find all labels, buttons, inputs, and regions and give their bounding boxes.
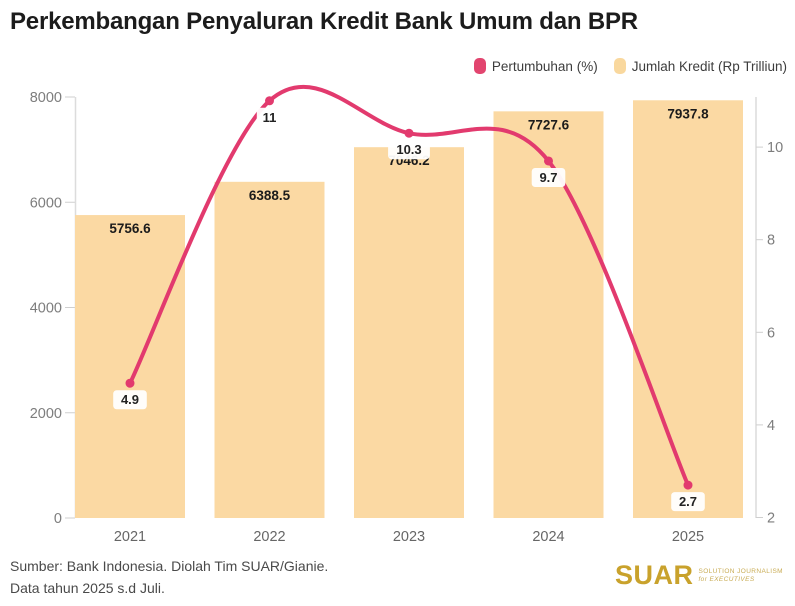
y-left-tick-label: 6000 — [30, 195, 62, 211]
point-marker-2021 — [125, 378, 135, 388]
bar-value-label: 6388.5 — [249, 188, 291, 203]
point-label-bg — [113, 390, 147, 410]
point-marker-2025 — [683, 480, 693, 490]
x-tick-label: 2023 — [393, 529, 425, 545]
legend-label-pertumbuhan: Pertumbuhan (%) — [491, 58, 598, 74]
chart-legend: Pertumbuhan (%) Jumlah Kredit (Rp Trilli… — [473, 58, 787, 74]
x-tick-label: 2024 — [532, 529, 564, 545]
point-marker-2023 — [404, 128, 414, 138]
legend-item-jumlah-kredit: Jumlah Kredit (Rp Trilliun) — [613, 58, 787, 74]
point-marker-2024 — [544, 156, 553, 166]
bar-value-label: 5756.6 — [109, 221, 151, 236]
point-label-bg — [256, 107, 283, 127]
bar-2025 — [633, 100, 743, 518]
point-label-bg — [388, 140, 430, 160]
bar-value-label: 7727.6 — [528, 117, 570, 132]
bar-2022 — [214, 181, 325, 519]
legend-item-pertumbuhan: Pertumbuhan (%) — [473, 58, 598, 74]
source-line-1: Sumber: Bank Indonesia. Diolah Tim SUAR/… — [10, 558, 329, 574]
y-right-tick-label: 8 — [767, 233, 775, 249]
suar-logo-tagline-line2: for EXECUTIVES — [698, 575, 755, 583]
x-tick-label: 2025 — [672, 529, 704, 545]
y-left-tick-label: 4000 — [30, 301, 62, 317]
y-right-tick-label: 4 — [767, 418, 775, 434]
point-label-bg — [531, 167, 566, 187]
bar-2021 — [75, 215, 185, 518]
source-note: Sumber: Bank Indonesia. Diolah Tim SUAR/… — [10, 555, 328, 599]
legend-swatch-pertumbuhan-icon — [473, 58, 486, 74]
point-value-label: 11 — [263, 110, 277, 125]
point-label-bg — [671, 492, 705, 512]
x-tick-label: 2021 — [114, 529, 146, 545]
y-right-tick-label: 2 — [767, 511, 775, 527]
point-marker-2022 — [265, 96, 274, 106]
suar-logo-tagline: SOLUTION JOURNALISM for EXECUTIVES — [698, 568, 783, 584]
y-right-tick-label: 10 — [767, 140, 783, 156]
source-line-2: Data tahun 2025 s.d Juli. — [10, 580, 165, 596]
point-value-label: 9.7 — [539, 170, 557, 185]
y-left-tick-label: 2000 — [30, 406, 62, 422]
y-right-tick-label: 6 — [767, 325, 775, 341]
bar-value-label: 7937.8 — [667, 106, 709, 121]
bar-2023 — [354, 147, 464, 518]
suar-logo-wordmark: SUAR — [614, 560, 694, 590]
page-title: Perkembangan Penyaluran Kredit Bank Umum… — [10, 8, 638, 35]
legend-swatch-jumlah-kredit-icon — [613, 58, 626, 74]
y-left-tick-label: 0 — [54, 511, 62, 527]
suar-logo: SUAR SOLUTION JOURNALISM for EXECUTIVES — [615, 562, 783, 589]
point-value-label: 2.7 — [679, 494, 697, 509]
legend-label-jumlah-kredit: Jumlah Kredit (Rp Trilliun) — [631, 58, 787, 74]
point-value-label: 4.9 — [121, 392, 139, 407]
point-value-label: 10.3 — [396, 142, 421, 157]
y-left-tick-label: 8000 — [30, 90, 62, 106]
suar-logo-tagline-line1: SOLUTION JOURNALISM — [698, 567, 783, 575]
x-tick-label: 2022 — [253, 529, 285, 545]
